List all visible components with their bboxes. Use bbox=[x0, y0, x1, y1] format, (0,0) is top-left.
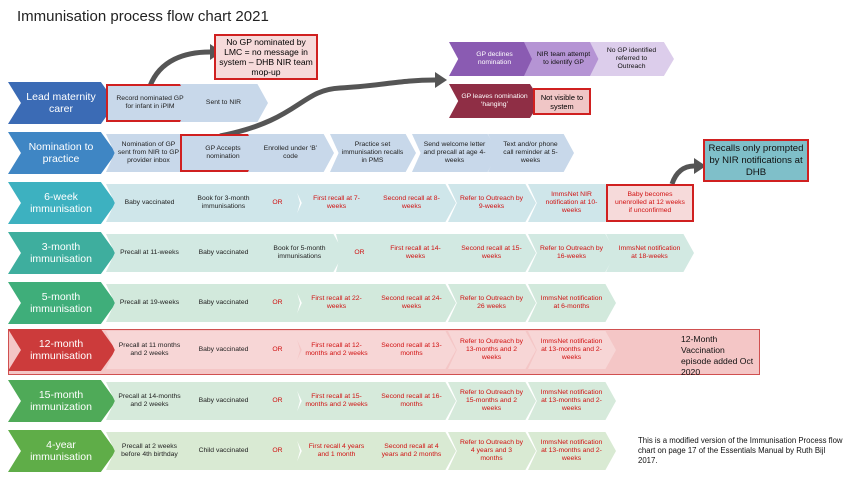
flow-step: Baby becomes unenrolled at 12 weeks if u… bbox=[606, 184, 694, 222]
arrow-to-no-gp bbox=[147, 49, 211, 88]
or-step: OR bbox=[256, 382, 300, 420]
no-gp-callout-text: No GP nominated by LMC = no message in s… bbox=[219, 37, 313, 77]
flow-step: First recall at 15-months and 2 weeks bbox=[293, 382, 381, 420]
flow-step: Second recall at 4 years and 2 months bbox=[368, 432, 456, 470]
flow-step: Precall at 11-weeks bbox=[106, 234, 194, 272]
flow-step: Baby vaccinated bbox=[180, 382, 268, 420]
stage-2: 6-week immunisation bbox=[8, 182, 116, 224]
stage-7: 4-year immunisation bbox=[8, 430, 116, 472]
flow-step: Send welcome letter and precall at age 4… bbox=[412, 134, 498, 172]
flow-step: Child vaccinated bbox=[180, 432, 268, 470]
flow-step: Baby vaccinated bbox=[180, 284, 268, 322]
flow-step: Refer to Outreach by 26 weeks bbox=[448, 284, 536, 322]
flow-step: First recall at 7-weeks bbox=[293, 184, 381, 222]
flow-step: Enrolled under ‘B’ code bbox=[248, 134, 334, 172]
branch-step-no-gp-outreach: No GP identified referred to Outreach bbox=[590, 42, 674, 76]
or-step: OR bbox=[256, 331, 300, 369]
flow-step: Baby vaccinated bbox=[180, 234, 268, 272]
branch-step-nir-attempt: NIR team attempt to identify GP bbox=[524, 42, 604, 76]
flow-step: Record nominated GP for infant in iPIM bbox=[106, 84, 194, 122]
flow-step: First recall at 14-weeks bbox=[372, 234, 460, 272]
flow-step: Practice set immunisation recalls in PMS bbox=[330, 134, 416, 172]
flow-step: First recall at 12-months and 2 weeks bbox=[293, 331, 381, 369]
flow-step: First recall at 22-weeks bbox=[293, 284, 381, 322]
flow-step: Precall at 19-weeks bbox=[106, 284, 194, 322]
flow-step: Second recall at 24-weeks bbox=[368, 284, 456, 322]
flow-step: Sent to NIR bbox=[180, 84, 268, 122]
flow-step: Nomination of GP sent from NIR to GP pro… bbox=[106, 134, 192, 172]
recalls-callout-text: Recalls only prompted by NIR notificatio… bbox=[708, 142, 804, 178]
flow-step: Second recall at 8-weeks bbox=[368, 184, 456, 222]
or-step: OR bbox=[256, 184, 300, 222]
flow-step: Second recall at 13-months bbox=[368, 331, 456, 369]
flow-step: Refer to Outreach by 15-months and 2 wee… bbox=[448, 382, 536, 420]
stage-5: 12-month immunisation bbox=[8, 329, 116, 371]
source-note: This is a modified version of the Immuni… bbox=[638, 436, 843, 465]
flow-step: Book for 5-month immunisations bbox=[256, 234, 344, 272]
flow-step: First recall 4 years and 1 month bbox=[293, 432, 381, 470]
stage-0: Lead maternity carer bbox=[8, 82, 116, 124]
not-visible-box: Not visible to system bbox=[533, 88, 591, 115]
flow-step: Second recall at 16-months bbox=[368, 382, 456, 420]
flow-step: ImmsNet notification at 13-months and 2-… bbox=[528, 382, 616, 420]
flow-step: Precall at 14-months and 2 weeks bbox=[106, 382, 194, 420]
arrow-to-recalls bbox=[669, 163, 695, 185]
flow-step: Refer to Outreach by 16-weeks bbox=[528, 234, 616, 272]
arrow-head-branches bbox=[435, 72, 447, 88]
flow-step: Refer to Outreach by 13-months and 2 wee… bbox=[448, 331, 536, 369]
branch-step-gp-declines: GP declines nomination bbox=[449, 42, 541, 76]
flow-step: Precall at 11 months and 2 weeks bbox=[106, 331, 194, 369]
flow-step: ImmsNet notification at 13-months and 2-… bbox=[528, 331, 616, 369]
flow-step: ImmsNet notification at 13-months and 2-… bbox=[528, 432, 616, 470]
stage-6: 15-month immunization bbox=[8, 380, 116, 422]
flow-step: ImmsNet NIR notification at 10- weeks bbox=[528, 184, 616, 222]
stage-3: 3-month immunisation bbox=[8, 232, 116, 274]
flow-step: ImmsNet notification at 6-months bbox=[528, 284, 616, 322]
twelve-month-note: 12-Month Vaccination episode added Oct 2… bbox=[681, 334, 754, 377]
flow-step: Refer to Outreach by 4 years and 3 month… bbox=[448, 432, 536, 470]
page-title: Immunisation process flow chart 2021 bbox=[17, 8, 269, 25]
flow-step: Baby vaccinated bbox=[180, 331, 268, 369]
recalls-callout: Recalls only prompted by NIR notificatio… bbox=[703, 139, 809, 182]
or-step: OR bbox=[256, 432, 300, 470]
flow-step: Book for 3-month immunisations bbox=[180, 184, 268, 222]
no-gp-callout: No GP nominated by LMC = no message in s… bbox=[214, 34, 318, 80]
branch-step-gp-hanging: GP leaves nomination ‘hanging’ bbox=[449, 84, 541, 118]
stage-4: 5-month immunisation bbox=[8, 282, 116, 324]
flow-step: Refer to Outreach by 9-weeks bbox=[448, 184, 536, 222]
stage-1: Nomination to practice bbox=[8, 132, 116, 174]
flow-step: Text and/or phone call reminder at 5-wee… bbox=[488, 134, 574, 172]
flow-step: Second recall at 15-weeks bbox=[448, 234, 536, 272]
or-step: OR bbox=[256, 284, 300, 322]
flow-step: Baby vaccinated bbox=[106, 184, 194, 222]
flow-step: ImmsNet notification at 18-weeks bbox=[606, 234, 694, 272]
flow-step: Precall at 2 weeks before 4th birthday bbox=[106, 432, 194, 470]
